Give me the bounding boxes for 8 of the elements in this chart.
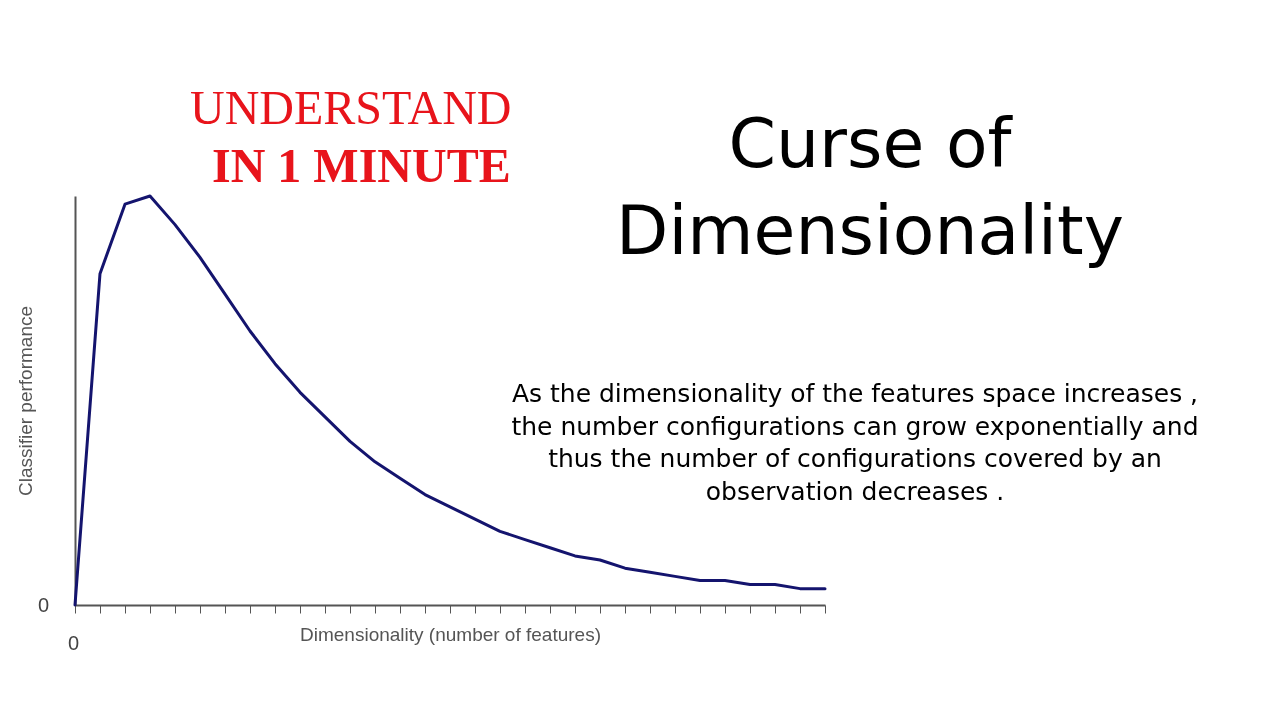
text: UNDERSTAND bbox=[190, 80, 512, 135]
chart-title: Curse of Dimensionality bbox=[615, 103, 1125, 273]
text: 0 bbox=[68, 632, 80, 655]
text: 0 bbox=[38, 594, 50, 617]
annotation: As the dimensionality of the features space increases , the number configurations can grow exponentially and thus the number of configurations covered by an observation decreases . bbox=[510, 378, 1200, 508]
y-axis-title: Classifier performance bbox=[14, 305, 36, 497]
text: IN 1 MINUTE bbox=[212, 138, 511, 193]
x-axis-title: Dimensionality (number of features) bbox=[300, 624, 601, 645]
